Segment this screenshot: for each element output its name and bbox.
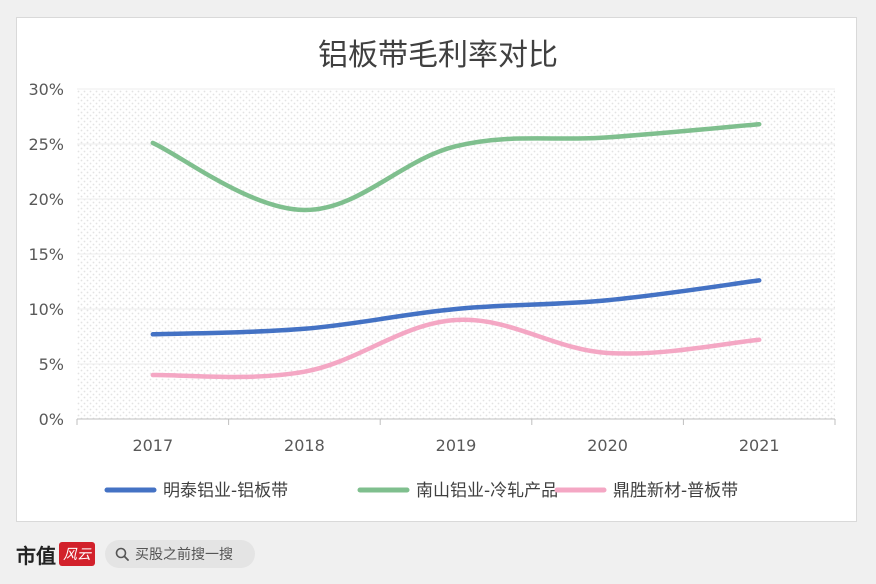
legend-label: 明泰铝业-铝板带 (163, 481, 288, 501)
y-tick-label: 20% (28, 190, 64, 209)
series-line-1 (150, 278, 762, 337)
footer: 市值 风云 买股之前搜一搜 (16, 536, 255, 572)
x-tick-label: 2021 (739, 436, 780, 455)
search-icon (115, 547, 129, 561)
x-tick-label: 2020 (587, 436, 628, 455)
legend-label: 鼎胜新材-普板带 (613, 481, 738, 501)
x-tick-label: 2017 (132, 436, 173, 455)
y-tick-label: 25% (28, 135, 64, 154)
y-tick-label: 0% (39, 410, 64, 429)
y-tick-label: 15% (28, 245, 64, 264)
x-tick-label: 2018 (284, 436, 325, 455)
y-tick-label: 30% (28, 80, 64, 99)
x-axis: 2017 2018 2019 2020 2021 (76, 418, 836, 455)
legend: 明泰铝业-铝板带 南山铝业-冷轧产品 鼎胜新材-普板带 (104, 481, 738, 501)
line-chart: 铝板带毛利率对比 0%5%10%15%20%25%30% 2017 2018 201… (28, 38, 836, 501)
chart-card: 铝板带毛利率对比 0% 5% 10% 15% 20% 25% 30% 2017 2018 201… (16, 17, 857, 522)
series-line-2 (150, 121, 762, 213)
x-tick-label: 2019 (436, 436, 477, 455)
brand-mark: 风云 (59, 542, 95, 566)
grid (77, 88, 835, 419)
legend-label: 南山铝业-冷轧产品 (416, 481, 558, 501)
series-line-3 (150, 317, 762, 380)
search-box[interactable]: 买股之前搜一搜 (105, 540, 255, 568)
series-lines (150, 121, 762, 380)
brand-logo: 市值 风云 (16, 540, 95, 569)
y-tick-label: 5% (39, 355, 64, 374)
y-tick-label: 10% (28, 300, 64, 319)
chart-title: 铝板带毛利率对比 (318, 38, 558, 73)
y-axis-ticks: 0% 5% 10% 15% 20% 25% 30% (28, 80, 64, 429)
search-text: 买股之前搜一搜 (135, 547, 233, 563)
brand-text: 市值 (16, 543, 56, 568)
